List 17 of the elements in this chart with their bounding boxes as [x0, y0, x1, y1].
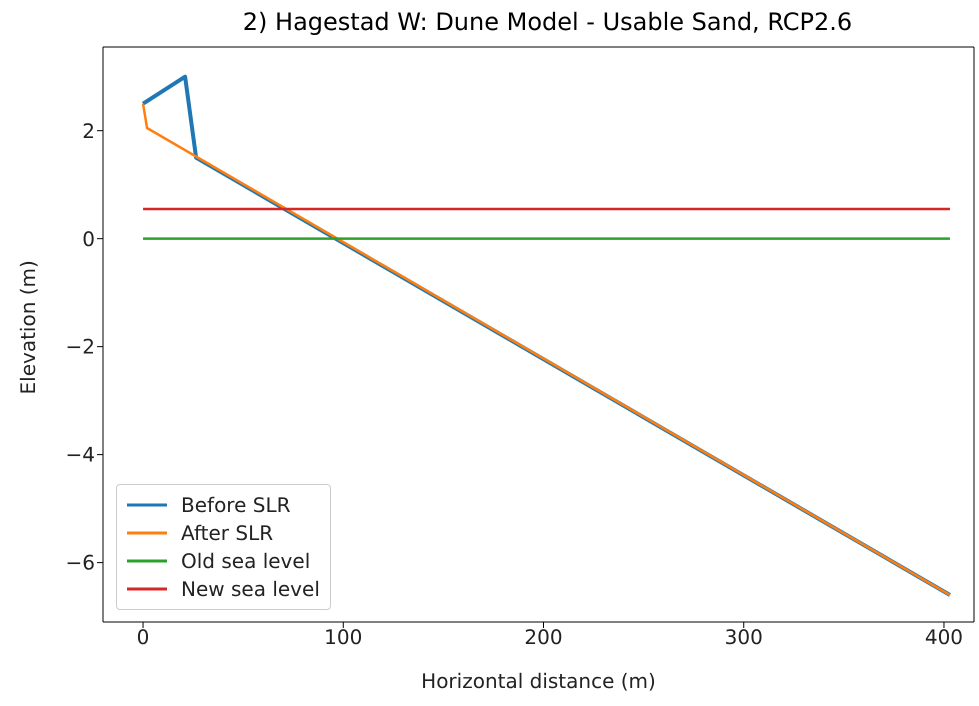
x-tick-label: 0	[136, 625, 150, 650]
x-tick-label: 100	[324, 625, 362, 650]
y-axis-title: Elevation (m)	[16, 260, 40, 394]
x-tick-label: 300	[724, 625, 763, 650]
x-tick-label: 400	[924, 625, 964, 650]
chart-title: 2) Hagestad W: Dune Model - Usable Sand, RCP2.6	[242, 8, 854, 38]
y-tick-label: −6	[66, 550, 95, 575]
x-axis-title: Horizontal distance (m)	[421, 669, 656, 693]
y-tick-label: −4	[66, 442, 95, 467]
legend-label: Old sea level	[181, 549, 310, 573]
legend-label: New sea level	[181, 577, 320, 601]
legend-label: Before SLR	[181, 493, 290, 517]
y-tick-label: 0	[82, 226, 95, 251]
y-tick-label: 2	[82, 118, 95, 143]
y-tick-label: −2	[66, 334, 95, 359]
legend-label: After SLR	[181, 521, 274, 545]
x-tick-label: 200	[524, 625, 563, 650]
